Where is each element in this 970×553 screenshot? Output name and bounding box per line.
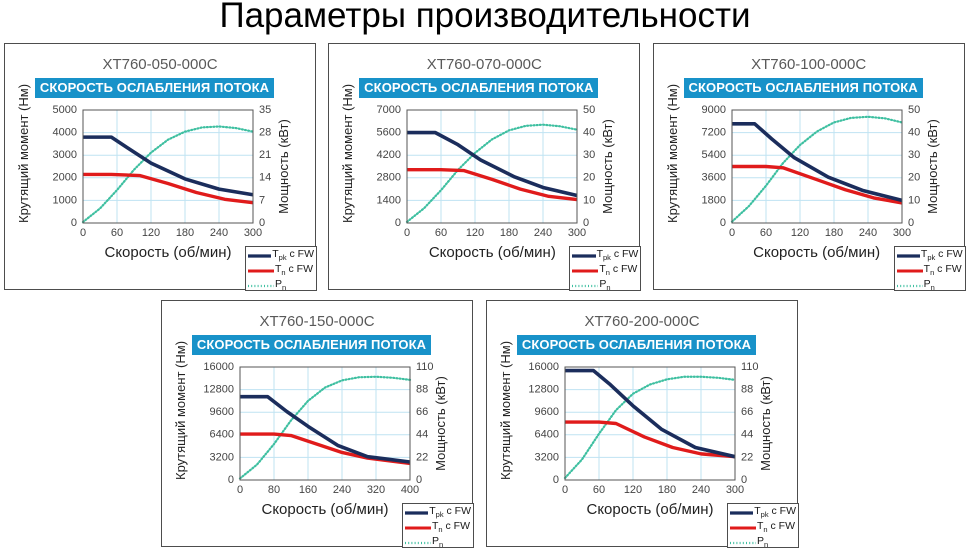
svg-text:40: 40 <box>583 127 595 139</box>
svg-text:22: 22 <box>741 451 753 463</box>
svg-text:66: 66 <box>416 406 428 418</box>
svg-text:240: 240 <box>858 227 876 239</box>
svg-text:180: 180 <box>658 484 676 496</box>
svg-text:120: 120 <box>790 227 808 239</box>
svg-text:20: 20 <box>908 172 920 184</box>
svg-text:0: 0 <box>395 217 401 229</box>
svg-text:10: 10 <box>908 194 920 206</box>
svg-text:7: 7 <box>259 194 265 206</box>
svg-text:320: 320 <box>367 484 385 496</box>
svg-text:7200: 7200 <box>701 127 725 139</box>
svg-text:88: 88 <box>416 384 428 396</box>
svg-text:12800: 12800 <box>203 384 234 396</box>
svg-text:0: 0 <box>80 227 86 239</box>
svg-text:120: 120 <box>466 227 484 239</box>
svg-text:3200: 3200 <box>535 451 559 463</box>
svg-text:400: 400 <box>401 484 419 496</box>
svg-text:0: 0 <box>720 217 726 229</box>
svg-text:3200: 3200 <box>210 451 234 463</box>
svg-text:40: 40 <box>908 127 920 139</box>
svg-text:5000: 5000 <box>53 104 77 116</box>
svg-text:0: 0 <box>553 474 559 486</box>
svg-text:240: 240 <box>692 484 710 496</box>
svg-text:60: 60 <box>593 484 605 496</box>
svg-text:88: 88 <box>741 384 753 396</box>
svg-text:7000: 7000 <box>377 104 401 116</box>
svg-text:5400: 5400 <box>701 149 725 161</box>
svg-text:120: 120 <box>142 227 160 239</box>
svg-text:240: 240 <box>333 484 351 496</box>
svg-text:1800: 1800 <box>701 194 725 206</box>
svg-text:44: 44 <box>416 429 428 441</box>
svg-text:110: 110 <box>416 361 434 373</box>
svg-text:21: 21 <box>259 149 271 161</box>
svg-text:300: 300 <box>244 227 262 239</box>
svg-text:6400: 6400 <box>210 429 234 441</box>
svg-text:66: 66 <box>741 406 753 418</box>
svg-text:20: 20 <box>583 172 595 184</box>
svg-text:110: 110 <box>741 361 759 373</box>
svg-text:2800: 2800 <box>377 172 401 184</box>
svg-text:300: 300 <box>726 484 744 496</box>
svg-text:1400: 1400 <box>377 194 401 206</box>
svg-text:12800: 12800 <box>528 384 559 396</box>
svg-text:30: 30 <box>908 149 920 161</box>
svg-text:120: 120 <box>624 484 642 496</box>
svg-text:4000: 4000 <box>53 127 77 139</box>
svg-text:80: 80 <box>268 484 280 496</box>
svg-text:14: 14 <box>259 172 271 184</box>
svg-text:0: 0 <box>404 227 410 239</box>
svg-text:16000: 16000 <box>528 361 559 373</box>
svg-text:9600: 9600 <box>535 406 559 418</box>
svg-text:0: 0 <box>71 217 77 229</box>
svg-text:60: 60 <box>111 227 123 239</box>
svg-text:0: 0 <box>237 484 243 496</box>
svg-text:28: 28 <box>259 127 271 139</box>
svg-text:0: 0 <box>562 484 568 496</box>
svg-text:300: 300 <box>892 227 910 239</box>
svg-text:10: 10 <box>583 194 595 206</box>
svg-text:35: 35 <box>259 104 271 116</box>
svg-text:9600: 9600 <box>210 406 234 418</box>
svg-text:1000: 1000 <box>53 194 77 206</box>
svg-text:0: 0 <box>729 227 735 239</box>
svg-text:3000: 3000 <box>53 149 77 161</box>
svg-text:6400: 6400 <box>535 429 559 441</box>
svg-text:240: 240 <box>534 227 552 239</box>
svg-text:0: 0 <box>228 474 234 486</box>
svg-text:5600: 5600 <box>377 127 401 139</box>
svg-text:60: 60 <box>760 227 772 239</box>
svg-text:60: 60 <box>435 227 447 239</box>
svg-text:9000: 9000 <box>701 104 725 116</box>
svg-text:2000: 2000 <box>53 172 77 184</box>
svg-text:180: 180 <box>824 227 842 239</box>
svg-text:30: 30 <box>583 149 595 161</box>
svg-text:300: 300 <box>568 227 586 239</box>
svg-text:160: 160 <box>299 484 317 496</box>
svg-text:3600: 3600 <box>701 172 725 184</box>
svg-text:50: 50 <box>908 104 920 116</box>
svg-text:16000: 16000 <box>203 361 234 373</box>
svg-text:240: 240 <box>210 227 228 239</box>
svg-text:22: 22 <box>416 451 428 463</box>
svg-text:180: 180 <box>500 227 518 239</box>
svg-text:180: 180 <box>176 227 194 239</box>
svg-text:50: 50 <box>583 104 595 116</box>
svg-text:4200: 4200 <box>377 149 401 161</box>
svg-text:44: 44 <box>741 429 753 441</box>
